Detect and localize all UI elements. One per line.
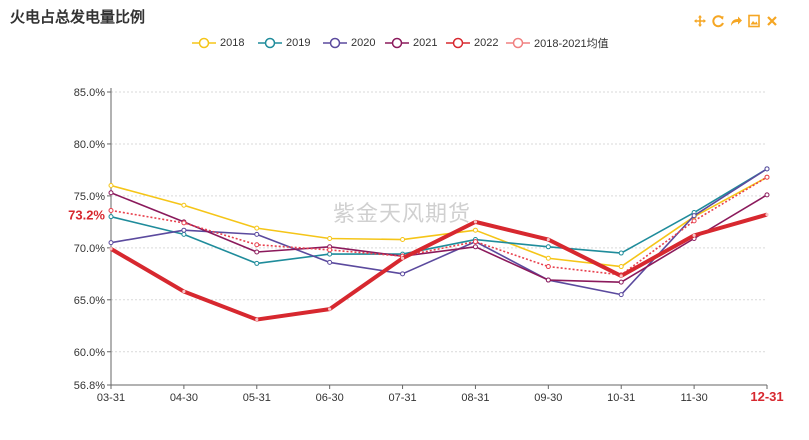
legend-item-2020[interactable]: 2020: [323, 35, 375, 51]
y-tick-label: 70.0%: [74, 243, 105, 255]
data-point: [472, 239, 478, 245]
data-point: [545, 244, 551, 250]
data-point: [108, 214, 114, 220]
data-point: [765, 213, 769, 217]
data-point: [545, 277, 551, 283]
data-point: [254, 249, 260, 255]
data-point: [692, 233, 696, 237]
legend-marker: [446, 37, 470, 49]
x-tick-label: 10-31: [607, 392, 635, 404]
legend-label: 2018: [220, 37, 245, 49]
data-point: [108, 190, 114, 196]
data-point: [400, 237, 406, 243]
data-point: [472, 244, 478, 250]
data-point: [764, 166, 770, 172]
data-point: [254, 231, 260, 237]
data-point: [181, 227, 187, 233]
x-tick-label: 06-30: [316, 392, 344, 404]
data-point: [327, 236, 333, 241]
data-point: [618, 292, 624, 298]
legend-item-average[interactable]: 2018-2021均值: [506, 35, 609, 51]
share-icon[interactable]: [729, 14, 743, 28]
data-point: [328, 307, 332, 311]
legend: 2018 2019 2020 2021 2022 2018-2021均值: [0, 35, 809, 51]
legend-label: 2020: [351, 37, 376, 49]
y-tick-label: 56.8%: [74, 380, 105, 392]
data-point: [618, 279, 624, 285]
legend-marker: [323, 37, 347, 49]
series-line: [110, 168, 768, 265]
x-tick-label: 07-31: [388, 392, 416, 404]
data-point: [618, 250, 624, 256]
data-point: [618, 264, 624, 270]
data-point: [181, 202, 187, 208]
x-tick-label: 12-31: [750, 389, 783, 404]
legend-label: 2018-2021均值: [534, 38, 609, 50]
data-point: [545, 264, 551, 270]
y-tick-label: 65.0%: [74, 295, 105, 307]
x-tick-label: 04-30: [170, 392, 198, 404]
data-point: [546, 237, 550, 242]
legend-label: 2021: [413, 37, 438, 49]
data-point: [400, 271, 406, 277]
data-point: [545, 255, 551, 261]
data-point: [108, 240, 114, 246]
data-point: [108, 183, 114, 189]
save-image-icon[interactable]: [747, 14, 761, 28]
legend-item-2018[interactable]: 2018: [192, 35, 244, 51]
data-point: [691, 218, 697, 224]
x-tick-label: 03-31: [97, 392, 125, 404]
legend-item-2021[interactable]: 2021: [385, 35, 437, 51]
data-point: [254, 260, 260, 266]
legend-marker: [192, 37, 216, 49]
legend-label: 2022: [474, 37, 499, 49]
data-point: [109, 247, 113, 251]
refresh-icon[interactable]: [711, 14, 725, 28]
data-point: [400, 256, 405, 260]
data-point: [327, 251, 333, 257]
watermark: 紫金天风期货: [333, 202, 472, 227]
data-point: [472, 227, 478, 233]
series-line: [110, 176, 768, 276]
legend-label: 2019: [286, 37, 311, 49]
close-icon[interactable]: [765, 14, 779, 28]
legend-item-2019[interactable]: 2019: [258, 35, 310, 51]
legend-item-2022[interactable]: 2022: [446, 35, 498, 51]
y-tick-label: 60.0%: [74, 347, 105, 359]
data-point: [182, 289, 186, 294]
data-point: [764, 174, 770, 180]
data-point: [255, 317, 259, 322]
data-point: [254, 225, 260, 231]
series-line: [110, 176, 768, 268]
data-point: [108, 207, 114, 213]
data-point: [619, 274, 623, 278]
x-tick-label: 11-30: [680, 392, 707, 404]
x-tick-label: 08-31: [461, 392, 489, 404]
data-point: [764, 192, 770, 198]
y-tick-label: 75.0%: [74, 191, 105, 203]
highlight-value-label: 73.2%: [68, 208, 105, 223]
data-point: [473, 220, 478, 224]
legend-marker: [258, 37, 282, 49]
data-point: [254, 242, 260, 248]
toolbox: [693, 14, 779, 28]
chart-title: 火电占总发电量比例: [10, 8, 146, 26]
legend-marker: [506, 37, 530, 49]
series-line: [109, 212, 768, 322]
y-tick-label: 80.0%: [74, 139, 105, 151]
y-tick-label: 85.0%: [74, 87, 105, 99]
data-point: [691, 213, 697, 219]
x-tick-label: 05-31: [243, 392, 271, 404]
move-icon[interactable]: [693, 14, 707, 28]
data-point: [327, 259, 333, 265]
data-point: [327, 247, 333, 253]
legend-marker: [385, 37, 409, 49]
series-line: [110, 192, 768, 283]
data-point: [181, 220, 187, 226]
x-tick-label: 09-30: [534, 392, 562, 404]
data-point: [181, 231, 187, 237]
